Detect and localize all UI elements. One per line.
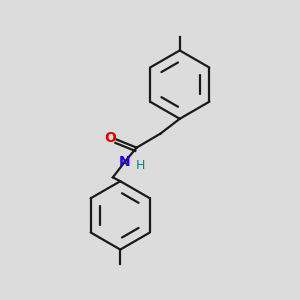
Text: H: H <box>136 159 145 172</box>
Text: N: N <box>119 155 130 169</box>
Text: O: O <box>104 131 116 145</box>
